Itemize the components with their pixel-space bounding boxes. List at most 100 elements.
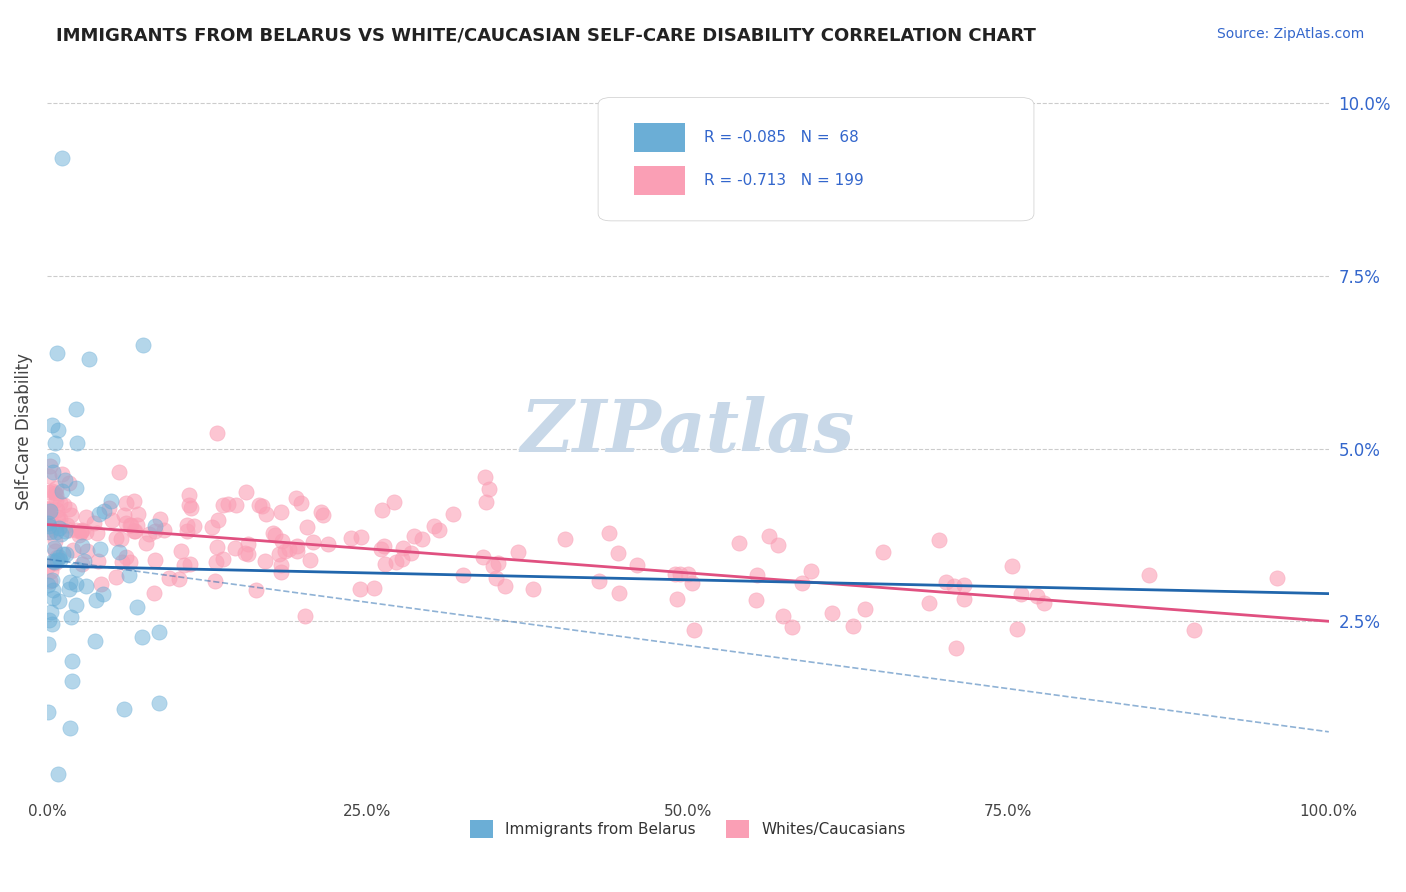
Point [108,465,131,479]
Point [48,512,70,526]
Point [65,576,87,591]
Point [38,518,60,533]
Point [508,545,530,559]
Point [37,501,59,516]
Point [60,674,83,689]
Point [350,530,373,544]
Point [285,544,308,558]
Point [105,532,128,546]
Point [478,482,501,496]
Point [44,486,66,500]
Point [118,555,141,569]
Point [38,514,60,528]
Point [217,497,239,511]
Point [1184,623,1206,637]
Point [38,484,60,499]
Point [83,516,105,530]
Point [46,510,69,524]
Point [485,571,508,585]
Point [683,623,706,637]
Point [254,507,277,521]
Point [441,508,464,522]
Point [38,468,60,483]
Point [953,591,976,606]
Point [666,592,689,607]
Point [37,516,59,531]
Point [373,540,395,554]
Point [42,554,65,568]
Point [112,702,135,716]
Point [800,564,823,578]
Point [1010,587,1032,601]
Point [176,524,198,538]
Point [55,474,77,488]
Point [471,549,494,564]
Point [44,556,66,570]
Point [115,516,138,530]
Point [318,537,340,551]
Point [117,568,139,582]
Point [48,553,70,567]
Point [294,608,316,623]
Point [48,594,70,608]
Point [66,562,89,576]
Point [86,525,108,540]
Point [173,558,195,573]
Point [62,543,84,558]
Point [475,495,498,509]
Text: R = -0.713   N = 199: R = -0.713 N = 199 [704,173,865,188]
Point [60,508,83,523]
Point [745,592,768,607]
Point [51,467,73,481]
Point [70,523,93,537]
Point [872,545,894,559]
Point [486,556,509,570]
Point [37,501,59,516]
Point [953,578,976,592]
Point [41,574,63,588]
Point [132,338,155,352]
Point [46,345,69,359]
Point [38,613,60,627]
Point [58,582,80,597]
Point [157,571,180,585]
Point [112,508,135,523]
Point [1026,589,1049,603]
Point [598,525,620,540]
Point [49,526,72,541]
Point [758,529,780,543]
Point [73,554,96,568]
Point [37,525,59,540]
Point [474,469,496,483]
Point [41,518,63,533]
Point [65,402,87,417]
Point [45,503,67,517]
Point [370,542,392,557]
Point [942,579,965,593]
Point [245,583,267,598]
Point [238,537,260,551]
Point [90,577,112,591]
Point [45,481,67,495]
Point [233,546,256,560]
Point [728,536,751,550]
Text: IMMIGRANTS FROM BELARUS VS WHITE/CAUCASIAN SELF-CARE DISABILITY CORRELATION CHAR: IMMIGRANTS FROM BELARUS VS WHITE/CAUCASI… [56,27,1036,45]
Point [928,533,950,547]
Point [77,351,100,366]
Point [101,513,124,527]
Point [274,544,297,558]
Point [482,559,505,574]
Point [211,498,233,512]
Legend: Immigrants from Belarus, Whites/Caucasians: Immigrants from Belarus, Whites/Caucasia… [464,814,912,845]
Point [676,566,699,581]
Point [235,484,257,499]
Point [270,505,292,519]
Point [46,550,69,565]
Point [45,518,67,533]
Point [70,525,93,540]
Point [250,499,273,513]
Point [93,504,115,518]
Point [38,525,60,540]
Point [681,576,703,591]
Point [124,524,146,538]
